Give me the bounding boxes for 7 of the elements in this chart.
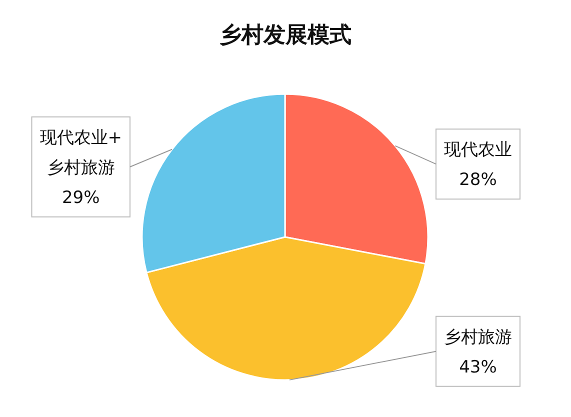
slice-label: 现代农业+乡村旅游 [40, 128, 122, 178]
data-label: 29% [62, 188, 100, 208]
data-label: 43% [459, 357, 497, 378]
chart-title: 乡村发展模式 [220, 23, 352, 48]
slice-label: 现代农业 [444, 140, 512, 160]
slice-label: 乡村旅游 [444, 327, 512, 348]
data-label: 28% [459, 170, 497, 190]
